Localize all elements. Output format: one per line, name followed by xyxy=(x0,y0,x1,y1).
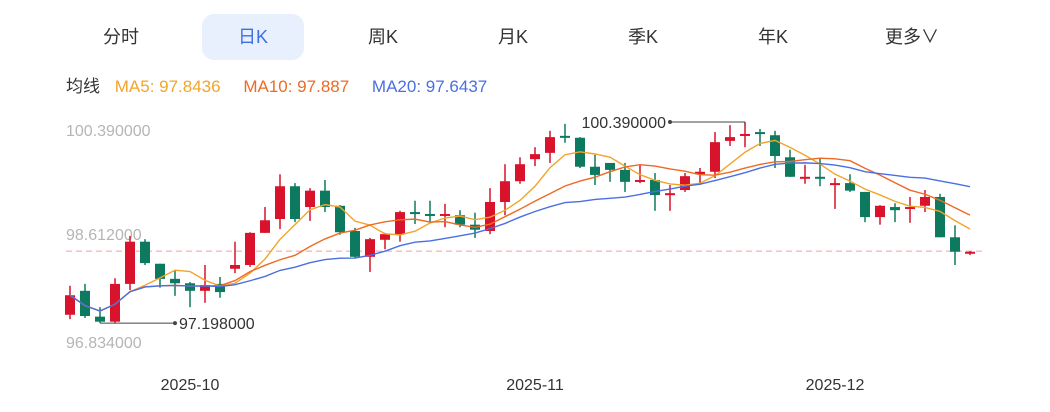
ma20-line xyxy=(69,162,971,312)
period-tabs: 分时 日K 周K 月K 季K 年K 更多∨ xyxy=(55,14,1015,60)
candle-down xyxy=(890,207,900,211)
candle-down xyxy=(155,263,165,279)
x-axis-label: 2025-12 xyxy=(806,377,865,394)
tab-monthly-k[interactable]: 月K xyxy=(497,27,528,47)
candle-up xyxy=(515,164,525,182)
candle-up xyxy=(695,171,705,175)
candle-down xyxy=(860,191,870,218)
candle-down xyxy=(590,166,600,175)
candle-up xyxy=(530,154,540,160)
candle-down xyxy=(410,212,420,215)
candle-down xyxy=(560,135,570,138)
candle-up xyxy=(680,176,690,191)
candle-down xyxy=(455,215,465,225)
tab-yearly-k[interactable]: 年K xyxy=(757,27,788,47)
candle-up xyxy=(710,142,720,172)
candle-down xyxy=(80,290,90,317)
candle-down xyxy=(425,213,435,216)
candle-down xyxy=(320,190,330,208)
candle-down xyxy=(290,186,300,220)
candle-up xyxy=(380,234,390,240)
tab-quarterly-k[interactable]: 季K xyxy=(627,27,658,47)
min-marker-label: 97.198000 xyxy=(179,316,255,333)
x-axis-label: 2025-10 xyxy=(161,377,220,394)
candle-down xyxy=(755,132,765,135)
tab-daily-k[interactable]: 日K xyxy=(202,14,304,60)
candle-up xyxy=(665,193,675,196)
candle-up xyxy=(920,196,930,206)
candle-up xyxy=(500,181,510,202)
candle-down xyxy=(650,179,660,196)
ma-legend: 均线 MA5: 97.8436 MA10: 97.887 MA20: 97.64… xyxy=(66,72,505,97)
candle-down xyxy=(140,241,150,264)
y-axis-label: 98.612000 xyxy=(66,227,142,244)
min-marker-dot xyxy=(173,321,177,326)
candle-down xyxy=(935,196,945,238)
candle-down xyxy=(350,230,360,257)
candle-up xyxy=(875,205,885,218)
candle-down xyxy=(215,283,225,293)
max-marker-label: 100.390000 xyxy=(581,115,666,132)
candle-up xyxy=(275,186,285,220)
candle-down xyxy=(770,135,780,157)
legend-ma5: MA5: 97.8436 xyxy=(114,77,221,96)
y-axis-label: 100.390000 xyxy=(66,123,151,140)
candle-up xyxy=(800,176,810,179)
candle-up xyxy=(965,251,975,254)
tab-intraday[interactable]: 分时 xyxy=(103,27,139,47)
candle-up xyxy=(125,241,135,284)
candle-down xyxy=(185,283,195,291)
candle-up xyxy=(365,239,375,257)
candle-up xyxy=(200,285,210,291)
max-marker-dot xyxy=(668,120,672,124)
legend-title: 均线 xyxy=(66,77,100,96)
candle-down xyxy=(605,162,615,170)
candle-down xyxy=(95,316,105,322)
candle-up xyxy=(260,220,270,233)
candle-up xyxy=(740,133,750,136)
tab-more-dropdown[interactable]: 更多∨ xyxy=(885,27,939,47)
candle-up xyxy=(65,295,75,315)
candle-up xyxy=(110,283,120,322)
candle-up xyxy=(305,190,315,208)
y-axis-label: 96.834000 xyxy=(66,335,142,352)
candle-up xyxy=(545,137,555,153)
ma10-line xyxy=(69,157,971,312)
x-axis-label: 2025-11 xyxy=(506,377,564,394)
candle-down xyxy=(170,278,180,284)
candle-down xyxy=(815,176,825,179)
candle-up xyxy=(440,213,450,216)
candle-up xyxy=(635,179,645,182)
candle-up xyxy=(395,212,405,235)
candle-up xyxy=(725,137,735,141)
candle-down xyxy=(845,183,855,191)
candle-down xyxy=(785,157,795,177)
candle-up xyxy=(245,232,255,265)
legend-ma20: MA20: 97.6437 xyxy=(371,77,488,96)
legend-ma10: MA10: 97.887 xyxy=(243,77,350,96)
candle-down xyxy=(950,237,960,252)
candle-down xyxy=(620,169,630,182)
tab-weekly-k[interactable]: 周K xyxy=(367,27,398,47)
candle-up xyxy=(905,207,915,210)
candle-up xyxy=(830,183,840,186)
candle-down xyxy=(335,205,345,233)
candle-up xyxy=(230,264,240,269)
